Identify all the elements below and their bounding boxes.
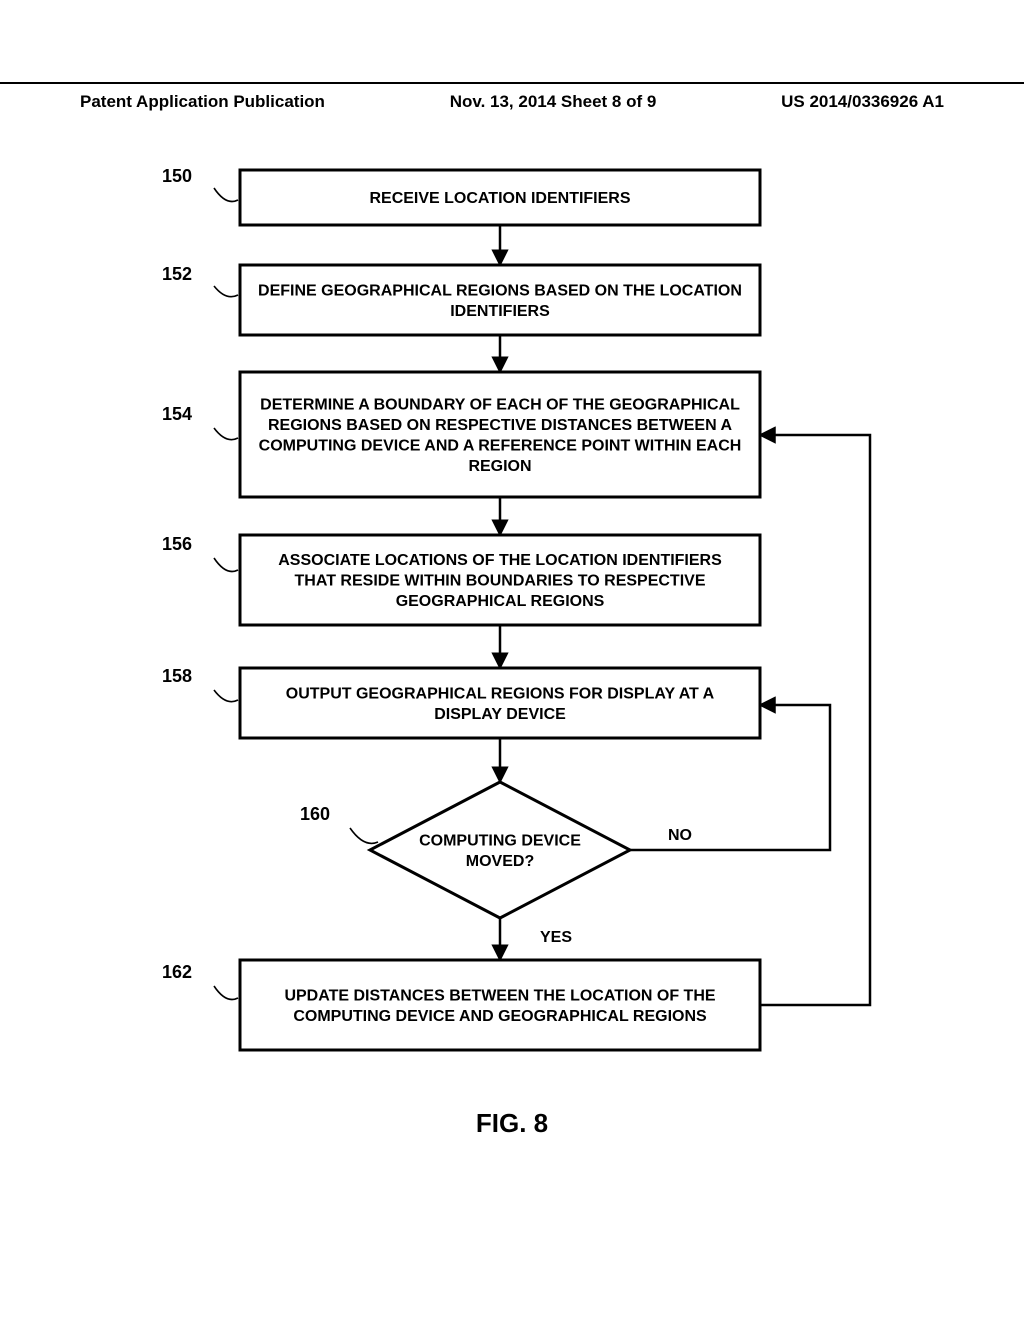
svg-text:156: 156 xyxy=(162,534,192,554)
figure-label: FIG. 8 xyxy=(0,1108,1024,1139)
header-left: Patent Application Publication xyxy=(80,92,325,112)
page: Patent Application Publication Nov. 13, … xyxy=(0,0,1024,1320)
svg-text:158: 158 xyxy=(162,666,192,686)
flowchart-svg: YESNORECEIVE LOCATION IDENTIFIERSDEFINE … xyxy=(0,140,1024,1110)
svg-text:152: 152 xyxy=(162,264,192,284)
header-center: Nov. 13, 2014 Sheet 8 of 9 xyxy=(450,92,657,112)
svg-text:154: 154 xyxy=(162,404,192,424)
svg-text:YES: YES xyxy=(540,929,572,946)
svg-text:150: 150 xyxy=(162,166,192,186)
svg-text:162: 162 xyxy=(162,962,192,982)
svg-text:RECEIVE LOCATION IDENTIFIERS: RECEIVE LOCATION IDENTIFIERS xyxy=(369,190,630,207)
svg-text:NO: NO xyxy=(668,827,692,844)
header-right: US 2014/0336926 A1 xyxy=(781,92,944,112)
page-header: Patent Application Publication Nov. 13, … xyxy=(0,82,1024,112)
svg-text:160: 160 xyxy=(300,804,330,824)
